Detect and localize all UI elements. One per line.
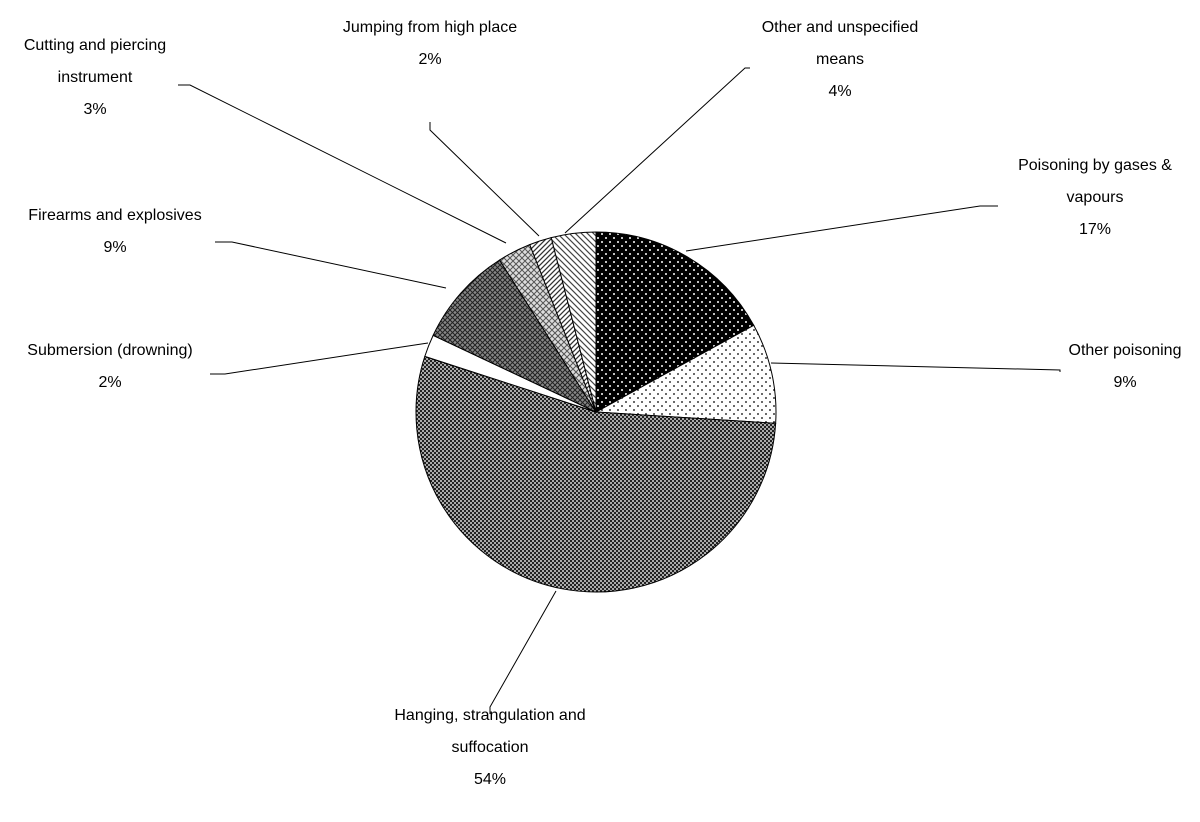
leader-line (210, 342, 429, 375)
slice-label: Firearms and explosives 9% (5, 200, 225, 264)
pie-slice (432, 259, 598, 414)
pie-slice (415, 355, 777, 593)
value-label: 9% (103, 239, 127, 256)
value-label: 54% (473, 771, 507, 788)
category-label: Other and unspecified means (761, 19, 919, 68)
leader-line (489, 590, 557, 714)
leader-line (215, 241, 447, 289)
pie-slice (595, 231, 755, 413)
value-label: 9% (1113, 374, 1137, 391)
value-label: 2% (98, 374, 122, 391)
category-label: Cutting and piercing instrument (23, 37, 167, 86)
slice-label: Other poisoning 9% (1040, 335, 1200, 399)
slice-label: Cutting and piercing instrument 3% (5, 30, 185, 126)
leader-line (685, 205, 998, 252)
slice-label: Other and unspecified means 4% (740, 12, 940, 108)
value-label: 3% (83, 101, 107, 118)
value-label: 17% (1078, 221, 1112, 238)
value-label: 2% (418, 51, 442, 68)
category-label: Other poisoning (1068, 342, 1182, 359)
slice-label: Poisoning by gases & vapours 17% (995, 150, 1195, 246)
slice-label: Hanging, strangulation and suffocation 54… (370, 700, 610, 796)
category-label: Submersion (drowning) (27, 342, 193, 359)
value-label: 4% (828, 83, 852, 100)
category-label: Poisoning by gases & vapours (1018, 157, 1172, 206)
category-label: Firearms and explosives (28, 207, 202, 224)
slice-label: Jumping from high place 2% (325, 12, 535, 76)
category-label: Jumping from high place (342, 19, 518, 36)
leader-line (178, 84, 507, 244)
pie-slice (550, 231, 597, 413)
leader-line (770, 362, 1061, 372)
pie-slice (594, 324, 777, 424)
leader-line (564, 67, 750, 234)
slice-label: Submersion (drowning) 2% (5, 335, 215, 399)
category-label: Hanging, strangulation and suffocation (394, 707, 586, 756)
leader-line (429, 122, 540, 237)
